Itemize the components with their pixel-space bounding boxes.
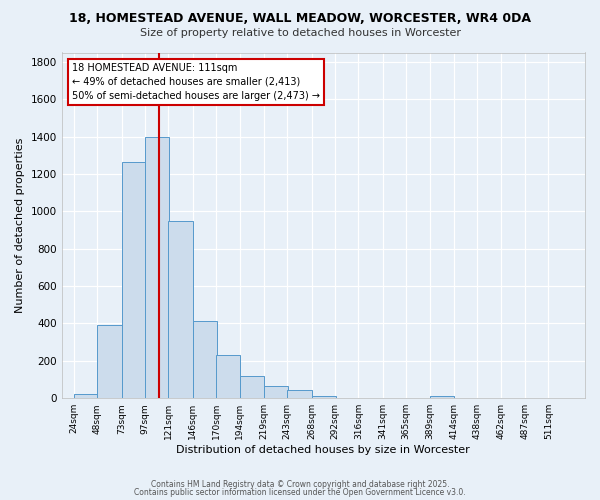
Text: 18, HOMESTEAD AVENUE, WALL MEADOW, WORCESTER, WR4 0DA: 18, HOMESTEAD AVENUE, WALL MEADOW, WORCE… [69, 12, 531, 26]
Text: Contains HM Land Registry data © Crown copyright and database right 2025.: Contains HM Land Registry data © Crown c… [151, 480, 449, 489]
Bar [74, 394, 98, 398]
Text: 18 HOMESTEAD AVENUE: 111sqm
← 49% of detached houses are smaller (2,413)
50% of : 18 HOMESTEAD AVENUE: 111sqm ← 49% of det… [72, 63, 320, 101]
Text: Contains public sector information licensed under the Open Government Licence v3: Contains public sector information licen… [134, 488, 466, 497]
X-axis label: Distribution of detached houses by size in Worcester: Distribution of detached houses by size … [176, 445, 470, 455]
Bar [311, 396, 336, 398]
Y-axis label: Number of detached properties: Number of detached properties [15, 138, 25, 313]
Bar [264, 386, 288, 398]
Bar [430, 396, 454, 398]
Bar [216, 355, 241, 398]
Bar [122, 162, 146, 398]
Bar [145, 136, 169, 398]
Bar [239, 376, 264, 398]
Text: Size of property relative to detached houses in Worcester: Size of property relative to detached ho… [139, 28, 461, 38]
Bar [287, 390, 311, 398]
Bar [193, 320, 217, 398]
Bar [169, 220, 193, 398]
Bar [97, 326, 122, 398]
